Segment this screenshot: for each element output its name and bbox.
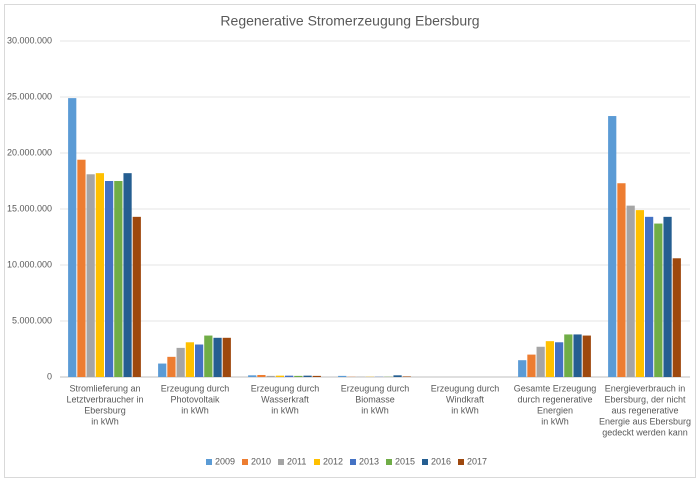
y-tick-label: 30.000.000: [7, 35, 52, 45]
bar: [536, 346, 545, 377]
bar: [518, 360, 527, 377]
x-tick-label: aus regenerative: [611, 405, 678, 415]
bar: [527, 354, 536, 377]
bar: [645, 216, 654, 377]
bar: [176, 347, 185, 377]
bar: [303, 375, 312, 377]
bar: [393, 375, 402, 377]
x-tick-label: in kWh: [91, 416, 119, 426]
legend-label: 2009: [215, 456, 235, 466]
y-tick-label: 25.000.000: [7, 91, 52, 101]
x-tick-label: Erzeugung durch: [161, 383, 230, 393]
chart-title: Regenerative Stromerzeugung Ebersburg: [220, 13, 479, 29]
x-tick-label: Letztverbraucher in: [66, 394, 143, 404]
bar: [266, 375, 275, 377]
x-tick-label: Photovoltaik: [170, 394, 220, 404]
bar: [564, 334, 573, 377]
legend-swatch: [278, 459, 284, 465]
bar: [77, 159, 86, 377]
x-tick-label: Energieverbrauch in: [605, 383, 686, 393]
bar: [312, 375, 321, 377]
bar: [338, 375, 347, 377]
bar: [123, 173, 132, 377]
x-tick-label: Gesamte Erzeugung: [514, 383, 597, 393]
x-tick-label: Wasserkraft: [261, 394, 309, 404]
bar: [213, 337, 222, 377]
bar: [573, 334, 582, 377]
y-tick-label: 20.000.000: [7, 147, 52, 157]
bar: [86, 174, 95, 377]
x-tick-label: Ebersburg: [84, 405, 126, 415]
bar: [68, 98, 77, 378]
y-tick-label: 15.000.000: [7, 203, 52, 213]
bar: [257, 374, 266, 377]
legend-label: 2013: [359, 456, 379, 466]
x-tick-label: Energie aus Ebersburg: [599, 416, 691, 426]
bar: [663, 216, 672, 377]
legend-swatch: [314, 459, 320, 465]
x-tick-label: in kWh: [361, 405, 389, 415]
bar: [204, 335, 213, 377]
legend-label: 2010: [251, 456, 271, 466]
bar: [158, 363, 167, 377]
legend-swatch: [458, 459, 464, 465]
legend-swatch: [206, 459, 212, 465]
y-tick-label: 10.000.000: [7, 259, 52, 269]
bar: [617, 183, 626, 377]
x-tick-label: durch regenerative: [517, 394, 592, 404]
x-tick-label: Erzeugung durch: [341, 383, 410, 393]
bar: [285, 375, 294, 377]
legend-swatch: [242, 459, 248, 465]
y-tick-label: 0: [47, 371, 52, 381]
bar: [105, 181, 114, 377]
x-tick-label: Biomasse: [355, 394, 395, 404]
legend-label: 2015: [395, 456, 415, 466]
bar: [582, 335, 591, 377]
bar: [672, 258, 681, 377]
y-tick-label: 5.000.000: [12, 315, 52, 325]
x-tick-label: in kWh: [271, 405, 299, 415]
bar: [167, 356, 176, 377]
bar: [195, 344, 204, 377]
x-tick-label: Erzeugung durch: [251, 383, 320, 393]
bar: [555, 342, 564, 377]
bar: [545, 341, 554, 377]
legend-label: 2017: [467, 456, 487, 466]
legend-swatch: [422, 459, 428, 465]
bar: [626, 205, 635, 377]
bar: [608, 116, 617, 377]
x-tick-label: Erzeugung durch: [431, 383, 500, 393]
bar: [114, 181, 123, 377]
x-tick-label: gedeckt werden kann: [602, 427, 688, 437]
legend-label: 2011: [287, 456, 306, 466]
bar: [222, 337, 231, 377]
x-tick-label: in kWh: [181, 405, 209, 415]
bar: [132, 216, 141, 377]
bar: [95, 173, 104, 377]
bar: [294, 375, 303, 377]
bar: [275, 375, 284, 377]
x-tick-label: Stromlieferung an: [69, 383, 140, 393]
bar: [402, 376, 411, 377]
legend-swatch: [350, 459, 356, 465]
x-tick-label: in kWh: [451, 405, 479, 415]
bar: [248, 375, 257, 377]
legend-label: 2016: [431, 456, 451, 466]
bar: [185, 342, 194, 377]
bar: [635, 210, 644, 377]
bar: [654, 223, 663, 377]
legend-label: 2012: [323, 456, 343, 466]
x-tick-label: Energien: [537, 405, 573, 415]
x-tick-label: Ebersburg, der nicht: [604, 394, 686, 404]
legend-swatch: [386, 459, 392, 465]
x-tick-label: in kWh: [541, 416, 569, 426]
x-tick-label: Windkraft: [446, 394, 485, 404]
